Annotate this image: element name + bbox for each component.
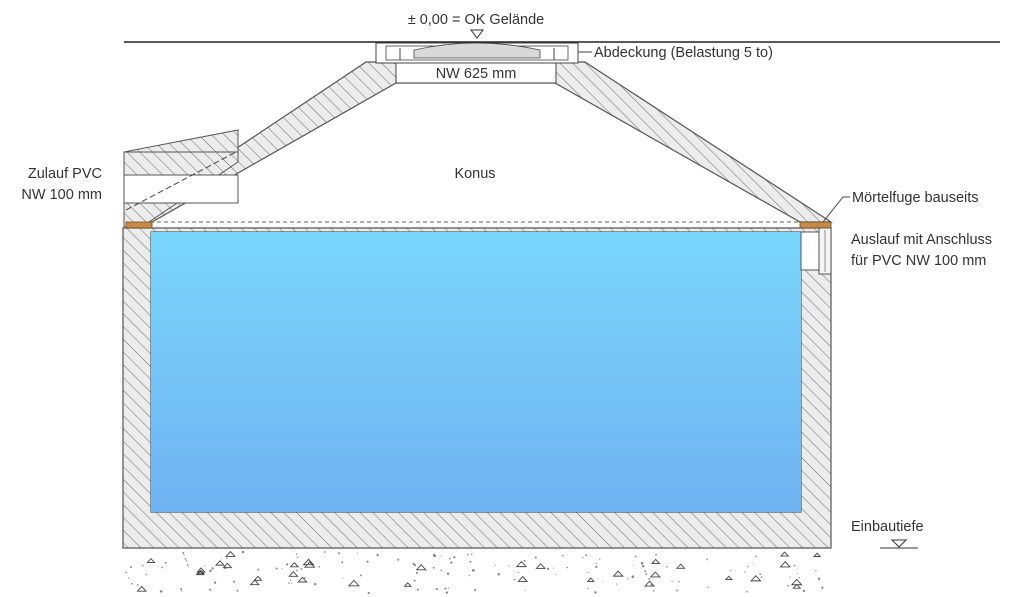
gravel-bedding [125,550,824,595]
outlet-label-line2: für PVC NW 100 mm [851,253,986,269]
inlet-label-line2: NW 100 mm [21,187,102,203]
mortar-joint-left [125,221,153,229]
outlet-fitting [800,227,832,275]
inlet-label-line1: Zulauf PVC [28,166,102,182]
manhole-cover [375,42,579,64]
ground-level-marker [470,29,484,39]
mortar-joint-label: Mörtelfuge bauseits [852,190,979,206]
opening-box [395,62,557,84]
ground-level-label: ± 0,00 = OK Gelände [408,12,545,28]
opening-label: NW 625 mm [436,66,517,82]
cone-label: Konus [454,166,495,182]
inlet-pipe [123,129,239,229]
water-fill [151,232,801,512]
outlet-label-line1: Auslauf mit Anschluss [851,232,992,248]
install-depth-marker [890,539,908,548]
mortar-joint-right [799,221,832,229]
mortar-leader [822,196,850,223]
install-depth-label: Einbautiefe [851,519,924,535]
cover-label: Abdeckung (Belastung 5 to) [594,45,773,61]
